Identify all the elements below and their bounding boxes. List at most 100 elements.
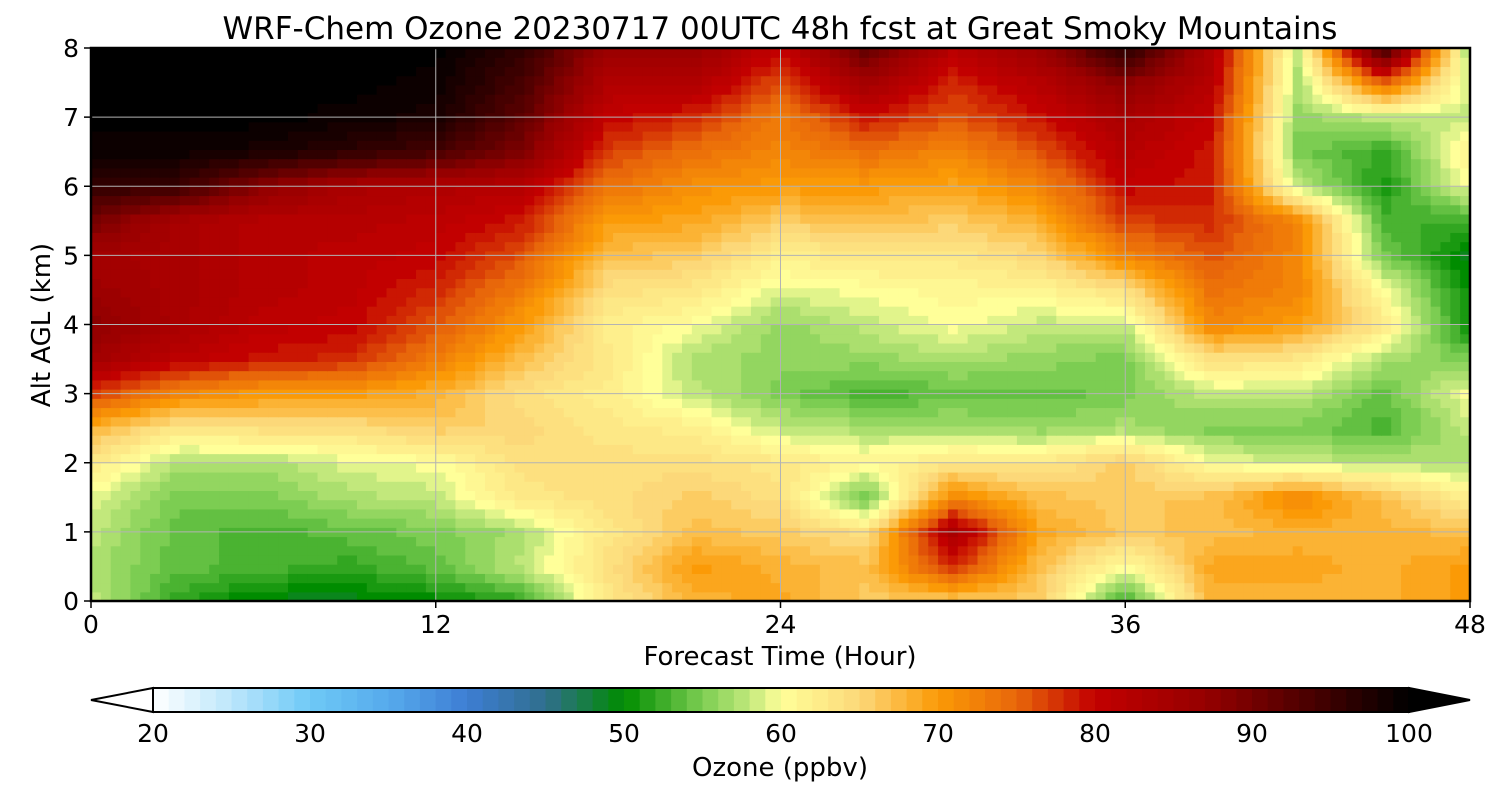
heatmap-cell [416,573,427,584]
heatmap-cell [475,582,486,593]
heatmap-cell [1371,545,1382,556]
heatmap-cell [967,435,979,445]
heatmap-cell [1233,315,1245,326]
heatmap-cell [1450,324,1461,335]
heatmap-cell [1332,278,1343,289]
heatmap-cell [1322,582,1333,593]
heatmap-cell [1125,333,1136,344]
heatmap-cell [1046,518,1057,528]
heatmap-cell [1056,462,1067,473]
heatmap-cell [1371,536,1382,547]
heatmap-cell [810,554,821,565]
heatmap-cell [711,352,722,362]
heatmap-cell [819,545,831,556]
heatmap-cell [1450,352,1461,362]
heatmap-cell [1164,379,1176,390]
heatmap-cell [278,287,289,298]
heatmap-cell [849,315,860,326]
heatmap-cell [1361,425,1373,436]
heatmap-cell [366,499,378,510]
heatmap-cell [199,545,210,556]
heatmap-cell [1312,545,1323,556]
heatmap-cell [593,306,604,316]
heatmap-cell [810,324,821,335]
heatmap-cell [386,471,397,482]
heatmap-cell [1351,296,1363,307]
heatmap-cell [819,435,831,445]
heatmap-cell [672,269,683,280]
heatmap-cell [366,370,378,381]
heatmap-cell [750,564,762,574]
heatmap-cell [819,444,831,455]
heatmap-cell [780,269,791,280]
heatmap-cell [1036,453,1048,464]
heatmap-cell [278,481,289,491]
heatmap-cell [1085,545,1097,556]
heatmap-cell [1332,296,1343,307]
heatmap-cell [485,407,496,418]
heatmap-cell [238,481,250,491]
heatmap-cell [1440,287,1451,298]
heatmap-cell [455,379,466,390]
heatmap-cell [347,379,358,390]
heatmap-cell [682,361,693,372]
heatmap-cell [1460,554,1470,565]
heatmap-cell [524,536,535,547]
heatmap-cell [534,499,545,510]
heatmap-cell [317,287,328,298]
heatmap-cell [179,278,191,289]
heatmap-cell [1292,490,1304,501]
heatmap-cell [553,306,565,316]
heatmap-cell [1401,499,1412,510]
heatmap-cell [1351,370,1363,381]
heatmap-cell [465,278,476,289]
heatmap-cell [91,508,102,519]
heatmap-cell [396,416,407,427]
heatmap-cell [1312,591,1323,601]
heatmap-cell [839,564,851,574]
heatmap-cell [967,471,979,482]
heatmap-cell [386,416,397,427]
heatmap-cell [258,416,269,427]
heatmap-cell [485,545,496,556]
heatmap-cell [908,342,919,353]
heatmap-cell [179,306,191,316]
heatmap-cell [800,444,811,455]
heatmap-cell [1440,582,1451,593]
heatmap-cell [662,490,673,501]
heatmap-cell [800,573,811,584]
heatmap-cell [199,554,210,565]
heatmap-cell [1341,361,1353,372]
heatmap-cell [1351,545,1363,556]
heatmap-cell [908,582,919,593]
heatmap-cell [1223,582,1235,593]
heatmap-cell [238,554,250,565]
heatmap-cell [810,425,821,436]
heatmap-cell [879,352,890,362]
heatmap-cell [445,481,457,491]
heatmap-cell [800,471,811,482]
heatmap-cell [1066,324,1077,335]
heatmap-cell [1410,518,1422,528]
heatmap-cell [1105,591,1116,601]
heatmap-cell [288,462,299,473]
heatmap-cell [1430,324,1442,335]
heatmap-cell [1351,490,1363,501]
heatmap-cell [1263,573,1274,584]
heatmap-cell [1066,471,1077,482]
heatmap-cell [494,324,506,335]
heatmap-cell [1440,490,1451,501]
heatmap-cell [1282,306,1294,316]
heatmap-cell [750,582,762,593]
heatmap-cell [1085,324,1097,335]
heatmap-cell [721,564,732,574]
heatmap-cell [307,481,319,491]
heatmap-cell [1135,333,1146,344]
heatmap-cell [750,352,762,362]
heatmap-cell [1016,518,1028,528]
heatmap-cell [475,315,486,326]
heatmap-cell [465,269,476,280]
heatmap-cell [1213,481,1225,491]
heatmap-cell [445,591,457,601]
heatmap-cell [288,499,299,510]
